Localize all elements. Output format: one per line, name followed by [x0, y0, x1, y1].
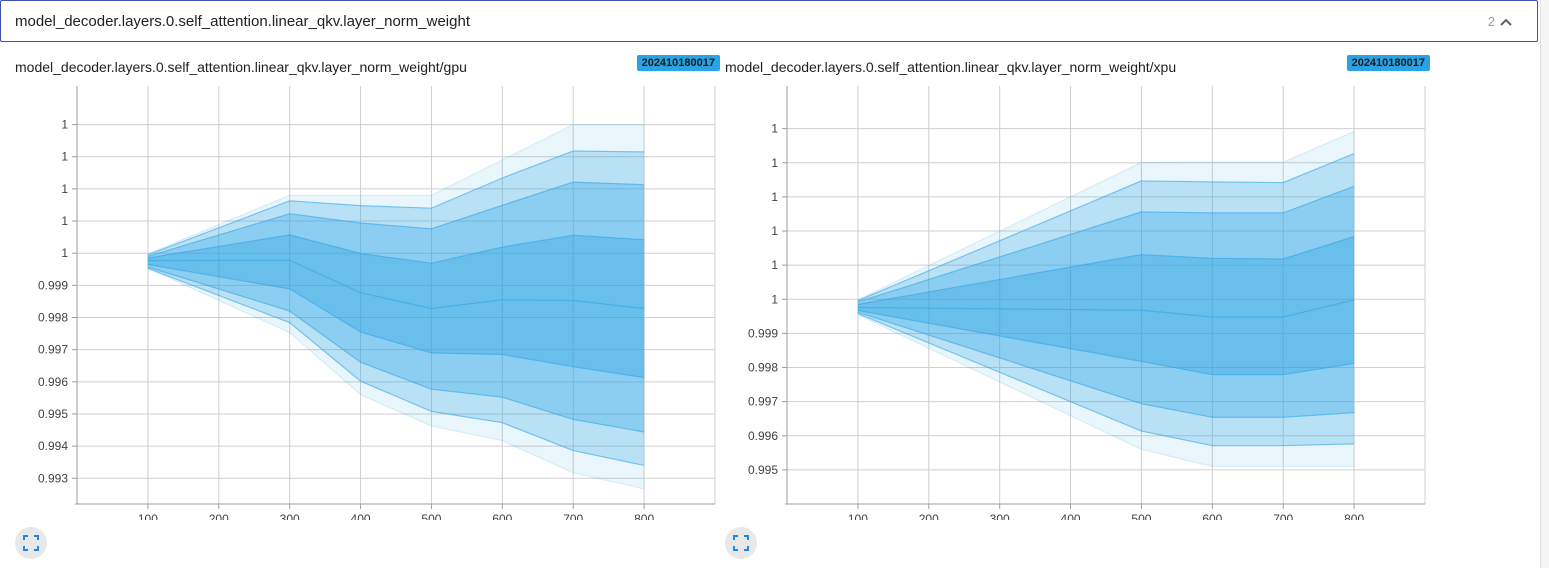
y-tick-label: 0.996 [748, 429, 778, 443]
chevron-up-icon [1500, 18, 1512, 26]
y-tick-label: 1 [771, 292, 778, 306]
series-line [857, 185, 1355, 303]
series-line [147, 267, 645, 490]
chart-card-gpu: model_decoder.layers.0.self_attention.li… [15, 50, 720, 568]
series-line [147, 267, 645, 466]
y-tick-label: 0.998 [38, 311, 68, 325]
x-tick-label: 400 [351, 512, 371, 520]
expand-chart-button[interactable] [15, 527, 47, 559]
x-tick-label: 100 [848, 512, 868, 520]
run-badge: 202410180017 [636, 55, 720, 71]
chart-count: 2 [1487, 14, 1495, 29]
series-line [147, 181, 645, 257]
x-tick-label: 200 [919, 512, 939, 520]
y-tick-label: 1 [61, 150, 68, 164]
x-tick-label: 600 [492, 512, 512, 520]
x-tick-label: 500 [421, 512, 441, 520]
y-tick-label: 1 [771, 258, 778, 272]
x-tick-label: 600 [1202, 512, 1222, 520]
x-tick-label: 100 [138, 512, 158, 520]
percentile-band [147, 124, 645, 489]
chart-title: model_decoder.layers.0.self_attention.li… [725, 59, 1177, 75]
y-tick-label: 0.999 [748, 326, 778, 340]
series-line [147, 123, 645, 255]
tag-group-header[interactable]: model_decoder.layers.0.self_attention.li… [0, 0, 1538, 42]
y-tick-label: 1 [771, 224, 778, 238]
collapse-button[interactable] [1495, 11, 1517, 33]
series-line [147, 263, 645, 379]
x-tick-label: 300 [280, 512, 300, 520]
y-tick-label: 1 [61, 118, 68, 132]
series-line [857, 153, 1355, 302]
chart-plot-gpu[interactable]: 100 200 300 400 500 600 700 800 0.993 0.994 0.995 0… [15, 80, 720, 520]
fullscreen-icon [733, 535, 749, 551]
expand-chart-button[interactable] [725, 527, 757, 559]
y-tick-label: 0.994 [38, 439, 68, 453]
y-tick-label: 1 [771, 156, 778, 170]
percentile-band [147, 151, 645, 466]
y-tick-label: 0.995 [748, 463, 778, 477]
x-tick-label: 400 [1061, 512, 1081, 520]
series-line [857, 309, 1355, 376]
series-line [857, 314, 1355, 468]
percentile-band [857, 236, 1355, 375]
series-line [147, 266, 645, 433]
percentile-band [857, 153, 1355, 446]
run-badge: 202410180017 [1346, 55, 1430, 71]
series-line [857, 235, 1355, 305]
series-line [857, 299, 1355, 318]
y-tick-label: 1 [771, 190, 778, 204]
y-tick-label: 0.995 [38, 407, 68, 421]
x-tick-label: 300 [990, 512, 1010, 520]
x-tick-label: 500 [1131, 512, 1151, 520]
y-tick-label: 0.999 [38, 278, 68, 292]
series-line [857, 130, 1355, 301]
percentile-band [857, 131, 1355, 467]
y-tick-label: 0.996 [38, 375, 68, 389]
chart-card-xpu: model_decoder.layers.0.self_attention.li… [725, 50, 1430, 568]
y-tick-label: 0.993 [38, 471, 68, 485]
fullscreen-icon [23, 535, 39, 551]
y-tick-label: 1 [61, 182, 68, 196]
scrollbar-track[interactable] [1540, 0, 1549, 568]
y-tick-label: 1 [771, 122, 778, 136]
y-tick-label: 0.998 [748, 361, 778, 375]
series-line [147, 259, 645, 310]
chart-title: model_decoder.layers.0.self_attention.li… [15, 59, 467, 75]
x-tick-label: 200 [209, 512, 229, 520]
series-line [857, 313, 1355, 447]
tag-group-title: model_decoder.layers.0.self_attention.li… [15, 13, 470, 30]
x-tick-label: 800 [1344, 512, 1364, 520]
series-line [857, 311, 1355, 418]
x-tick-label: 800 [634, 512, 654, 520]
y-tick-label: 0.997 [748, 395, 778, 409]
series-line [147, 234, 645, 264]
percentile-band [857, 186, 1355, 418]
x-tick-label: 700 [1273, 512, 1293, 520]
y-tick-label: 1 [61, 214, 68, 228]
series-line [147, 150, 645, 256]
y-tick-label: 1 [61, 246, 68, 260]
chart-plot-xpu[interactable]: 100 200 300 400 500 600 700 800 0.995 0.996 0.997 0… [725, 80, 1430, 520]
x-tick-label: 700 [563, 512, 583, 520]
percentile-band [147, 234, 645, 378]
y-tick-label: 0.997 [38, 343, 68, 357]
